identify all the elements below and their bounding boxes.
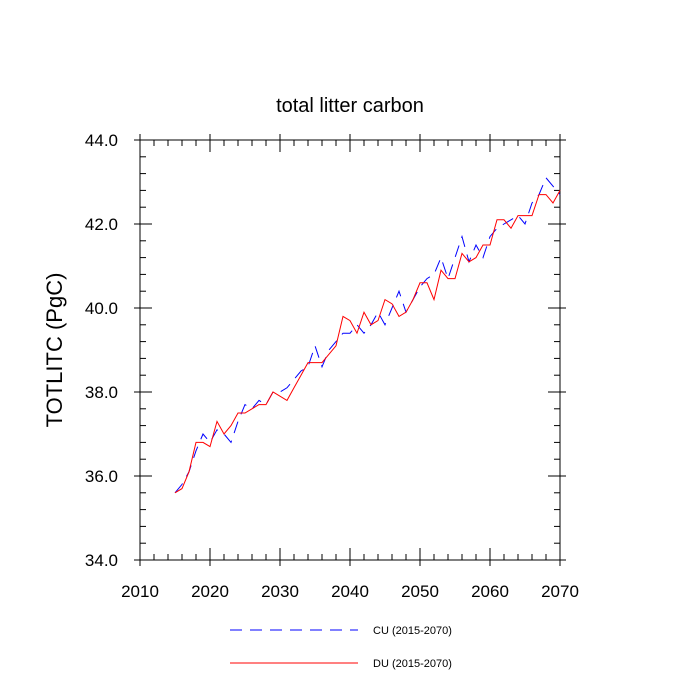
series-line-cu	[174, 176, 561, 494]
series-line-du	[174, 190, 561, 494]
plot-frame	[139, 139, 561, 561]
x-tick-label: 2030	[261, 582, 299, 601]
x-tick-label: 2050	[401, 582, 439, 601]
x-tick-label: 2010	[121, 582, 159, 601]
y-tick-label: 34.0	[85, 551, 118, 570]
y-tick-label: 40.0	[85, 299, 118, 318]
chart-title: total litter carbon	[276, 95, 424, 117]
legend-label: DU (2015-2070)	[373, 658, 452, 670]
x-tick-label: 2040	[331, 582, 369, 601]
plot-area	[134, 134, 566, 566]
axis-ticks	[134, 134, 566, 566]
x-tick-label: 2070	[541, 582, 579, 601]
x-axis-tick-labels: 2010 2020 2030 2040 2050 2060 2070	[121, 582, 579, 601]
series-layer	[174, 176, 561, 494]
x-tick-label: 2060	[471, 582, 509, 601]
y-axis-tick-labels: 34.0 36.0 38.0 40.0 42.0 44.0	[85, 131, 118, 570]
legend-label: CU (2015-2070)	[373, 625, 452, 637]
legend: CU (2015-2070) DU (2015-2070)	[230, 625, 452, 670]
y-tick-label: 44.0	[85, 131, 118, 150]
y-tick-label: 38.0	[85, 383, 118, 402]
y-tick-label: 36.0	[85, 467, 118, 486]
y-axis-label: TOTLITC (PgC)	[42, 273, 67, 428]
y-tick-label: 42.0	[85, 215, 118, 234]
x-tick-label: 2020	[191, 582, 229, 601]
